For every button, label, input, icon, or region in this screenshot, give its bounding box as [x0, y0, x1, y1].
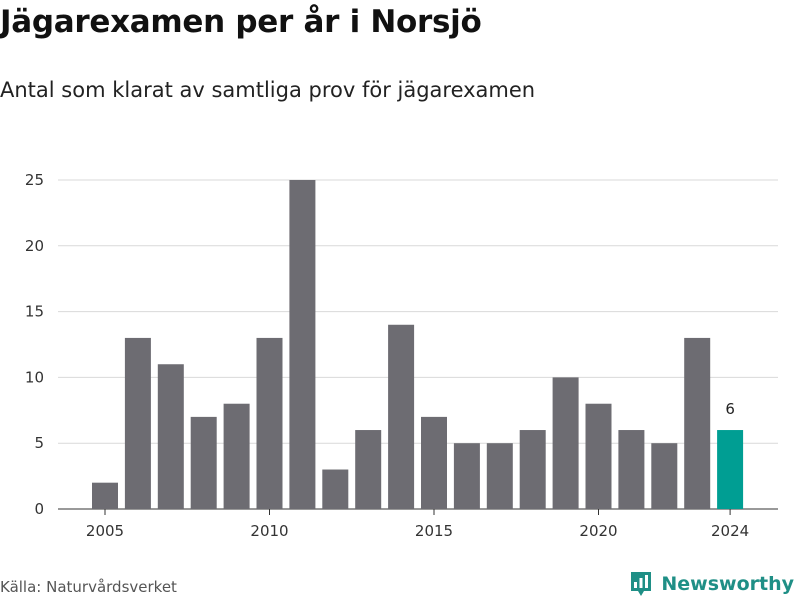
y-tick-label: 15	[25, 303, 44, 321]
chart-title: Jägarexamen per år i Norsjö	[0, 4, 482, 40]
bar-value-label: 6	[725, 400, 735, 418]
y-tick-label: 20	[25, 237, 44, 255]
bar-2010	[256, 337, 283, 509]
bar-2017	[486, 443, 513, 509]
y-tick-label: 5	[34, 434, 44, 452]
bar-2007	[157, 364, 184, 509]
chart-subtitle: Antal som klarat av samtliga prov för jä…	[0, 78, 536, 102]
bar-2023	[684, 337, 711, 509]
bar-2024	[717, 430, 744, 509]
x-tick-label: 2010	[250, 522, 288, 540]
bar-2011	[289, 180, 316, 509]
bar-2006	[124, 337, 151, 509]
bar-2018	[519, 430, 546, 509]
y-tick-label: 25	[25, 171, 44, 189]
y-tick-label: 10	[25, 368, 44, 386]
source-note: Källa: Naturvårdsverket	[0, 578, 177, 596]
bar-2021	[618, 430, 645, 509]
bar-2016	[453, 443, 480, 509]
x-tick-label: 2024	[711, 522, 749, 540]
bar-2005	[92, 482, 118, 509]
bar-2013	[355, 430, 382, 509]
newsworthy-logo-icon	[631, 572, 652, 596]
x-tick-label: 2015	[415, 522, 453, 540]
brand-name: Newsworthy	[661, 573, 794, 595]
brand: Newsworthy	[629, 570, 794, 598]
bar-2019	[552, 377, 579, 509]
bar-chart: 0 5 10 15 20 25 6 2005 2010 2015 2020 2024	[25, 171, 778, 540]
bar-2008	[190, 416, 217, 509]
bar-2022	[651, 443, 678, 509]
x-tick-label: 2005	[86, 522, 124, 540]
bar-2020	[585, 403, 612, 509]
x-tick-label: 2020	[579, 522, 617, 540]
y-tick-label: 0	[34, 500, 44, 518]
bar-2015	[421, 416, 447, 509]
bar-2014	[388, 324, 415, 509]
bar-2009	[223, 403, 250, 509]
bar-2012	[322, 469, 349, 509]
